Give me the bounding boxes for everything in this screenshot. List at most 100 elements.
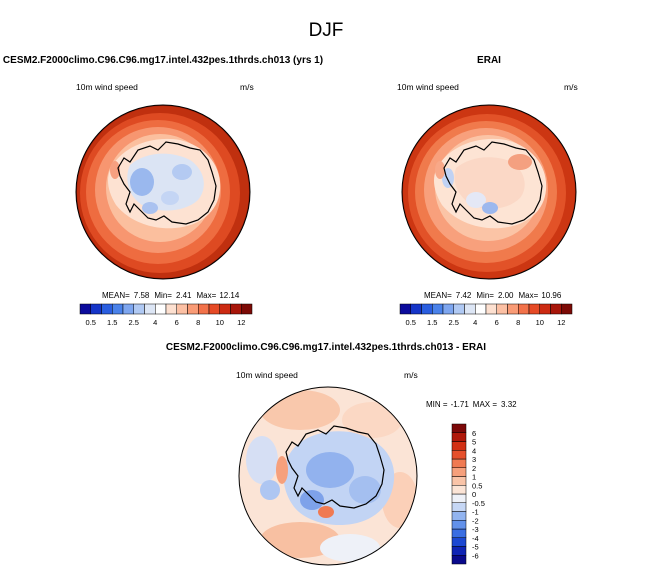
panel3-colorbar-tick-label: 1 [472,473,476,482]
panel2-colorbar-tick-label: 0.5 [406,318,416,327]
panel2-colorbar-box [410,303,422,315]
panel3-colorbar-box [451,432,467,442]
panel2-colorbar-box [442,303,454,315]
panel1-colorbar-tick-label: 4 [153,318,157,327]
panel1-max-label: Max= [197,291,217,300]
panel2-min-value: 2.00 [498,291,514,300]
panel1-min-value: 2.41 [176,291,192,300]
panel1-colorbar-box [241,303,253,315]
panel1-stats: MEAN= 7.58 Min= 2.41 Max= 12.14 [102,291,240,300]
panel3-colorbar-box [451,537,467,547]
panel1-colorbar-tick-label: 0.5 [86,318,96,327]
panel2-colorbar-box [399,303,411,315]
panel2-stats: MEAN= 7.42 Min= 2.00 Max= 10.96 [424,291,562,300]
panel2-colorbar-tick-label: 8 [516,318,520,327]
panel1-colorbar-box [208,303,220,315]
panel2-colorbar-tick-label: 1.5 [427,318,437,327]
panel3-colorbar-box [451,441,467,451]
panel3-colorbar-tick-label: 5 [472,438,476,447]
panel1-colorbar-box [165,303,177,315]
panel2-colorbar-box [432,303,444,315]
panel2-colorbar-box [528,303,540,315]
map-panel3 [238,386,418,566]
panel1-colorbar-box [176,303,188,315]
panel1-colorbar-tick-label: 12 [237,318,245,327]
panel3-colorbar-box [451,467,467,477]
panel2-coastline [443,141,543,225]
panel2-colorbar-box [453,303,465,315]
panel1-coastline [117,141,217,225]
panel1-colorbar-box [101,303,113,315]
panel1-colorbar-box [198,303,210,315]
panel3-colorbar-box [451,450,467,460]
panel3-colorbar-tick-label: 3 [472,455,476,464]
panel1-colorbar-tick-label: 2.5 [129,318,139,327]
panel3-units-label: m/s [404,370,418,380]
panel3-colorbar-box [451,493,467,503]
panel2-colorbar-box [561,303,573,315]
panel1-colorbar-tick-label: 1.5 [107,318,117,327]
page-title: DJF [309,20,344,41]
panel1-colorbar: 0.5 1.5 2.5 4 6 8 10 12 [79,303,253,327]
panel3-colorbar-box [451,511,467,521]
panel3-min-label: MIN = [426,400,448,409]
panel3-colorbar-tick-label: -6 [472,551,479,560]
panel1-colorbar-tick-label: 10 [216,318,224,327]
panel1-colorbar-box [122,303,134,315]
panel1-colorbar-box [144,303,156,315]
panel3-colorbar-tick-label: -4 [472,534,479,543]
panel3-colorbar-tick-label: -1 [472,508,479,517]
panel3-colorbar-tick-label: -2 [472,516,479,525]
map-panel1 [75,104,251,280]
panel3-min-value: -1.71 [451,400,470,409]
panel1-colorbar-box [230,303,242,315]
panel3-title: CESM2.F2000climo.C96.C96.mg17.intel.432p… [166,342,486,353]
panel2-colorbar-tick-label: 2.5 [449,318,459,327]
panel3-colorbar-box [451,458,467,468]
panel1-variable-label: 10m wind speed [76,82,138,92]
panel3-colorbar-tick-label: -0.5 [472,499,485,508]
panel1-colorbar-box [219,303,231,315]
panel2-colorbar-box [507,303,519,315]
panel2-max-value: 10.96 [541,291,562,300]
panel2-colorbar-box [464,303,476,315]
panel2-colorbar-tick-label: 12 [557,318,565,327]
panel2-colorbar-box [496,303,508,315]
panel3-max-label: MAX = [473,400,498,409]
panel1-mean-label: MEAN= [102,291,130,300]
panel1-colorbar-box [112,303,124,315]
panel1-colorbar-box [155,303,167,315]
panel1-colorbar-tick-label: 6 [175,318,179,327]
panel2-mean-label: MEAN= [424,291,452,300]
panel2-colorbar-box [539,303,551,315]
panel3-colorbar-box [451,520,467,530]
map-panel2 [401,104,577,280]
panel1-colorbar-box [187,303,199,315]
panel1-map-border [75,104,251,280]
panel3-colorbar-tick-label: 0.5 [472,481,482,490]
panel1-mean-value: 7.58 [134,291,150,300]
panel1-max-value: 12.14 [219,291,240,300]
panel3-colorbar-tick-label: 4 [472,446,476,455]
panel2-colorbar-box [421,303,433,315]
panel2-colorbar: 0.5 1.5 2.5 4 6 8 10 12 [399,303,573,327]
panel3-colorbar-tick-label: -3 [472,525,479,534]
panel2-min-label: Min= [476,291,494,300]
panel1-colorbar-tick-label: 8 [196,318,200,327]
panel3-colorbar-tick-label: 6 [472,429,476,438]
panel1-min-label: Min= [154,291,172,300]
panel3-coastline [285,425,385,509]
panel1-colorbar-box [79,303,91,315]
panel2-colorbar-box [475,303,487,315]
panel3-colorbar-box [451,546,467,556]
panel3-colorbar-box [451,476,467,486]
panel2-variable-label: 10m wind speed [397,82,459,92]
panel1-colorbar-box [90,303,102,315]
panel3-colorbar-box [451,423,467,433]
panel2-colorbar-box [518,303,530,315]
panel3-colorbar-tick-label: 0 [472,490,476,499]
